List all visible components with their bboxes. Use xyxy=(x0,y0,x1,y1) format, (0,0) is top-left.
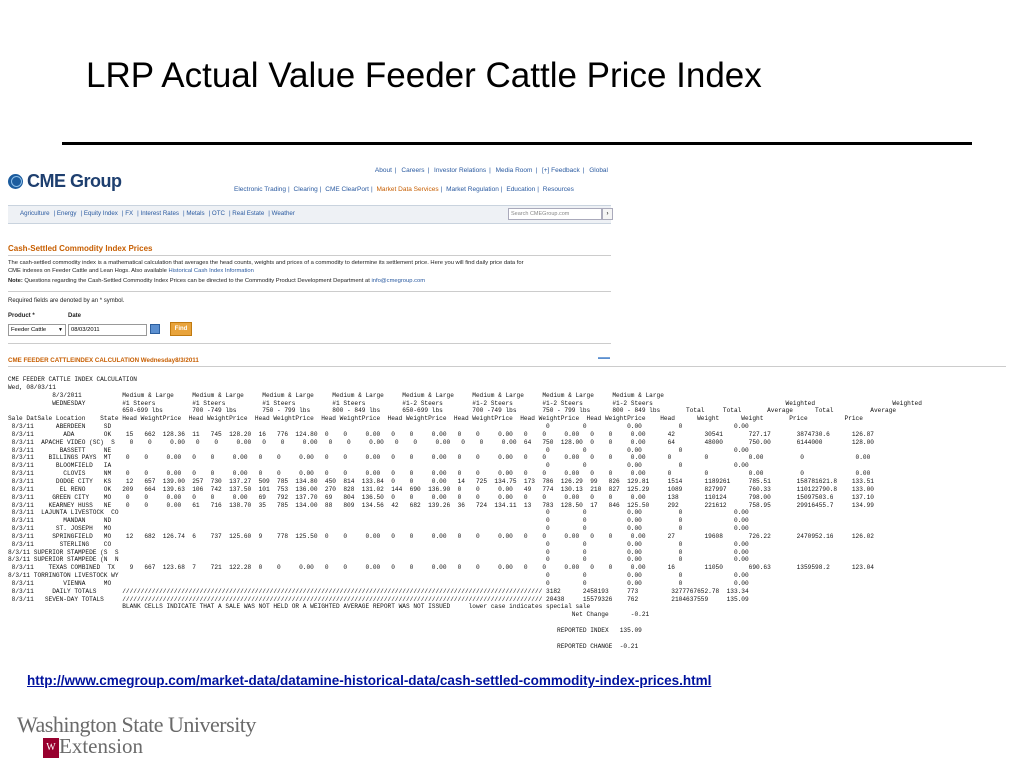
title-divider xyxy=(62,142,972,145)
note-label: Note: xyxy=(8,278,23,284)
sub-link-electronic[interactable]: Electronic Trading xyxy=(234,186,287,193)
slide-title: LRP Actual Value Feeder Cattle Price Ind… xyxy=(86,56,762,95)
main-nav: Agriculture | Energy | Equity Index | FX | I… xyxy=(8,205,613,224)
wsu-cougar-icon: W xyxy=(43,738,59,758)
cme-screenshot: CME Group About | Careers | Investor Relat… xyxy=(6,158,1006,663)
sub-link-clearing[interactable]: Clearing xyxy=(293,186,318,193)
index-report: CME FEEDER CATTLE INDEX CALCULATION Wed,… xyxy=(8,376,922,650)
wsu-logo-name: Washington State University xyxy=(17,712,256,737)
nav-interest-rates[interactable]: Interest Rates xyxy=(140,210,180,217)
cme-logo-text: CME Group xyxy=(27,171,122,191)
dropdown-arrow-icon: ▼ xyxy=(58,327,63,333)
nav-equity-index[interactable]: Equity Index xyxy=(83,210,118,217)
source-url-link[interactable]: http://www.cmegroup.com/market-data/data… xyxy=(27,673,712,688)
calc-heading: CME FEEDER CATTLEINDEX CALCULATION Wedne… xyxy=(8,357,199,364)
nav-energy[interactable]: Energy xyxy=(56,210,77,217)
top-link-feedback[interactable]: [+] Feedback xyxy=(541,167,580,174)
nav-metals[interactable]: Metals xyxy=(186,210,205,217)
print-icon[interactable]: ▬▬ xyxy=(598,355,610,361)
calc-divider xyxy=(8,366,1006,367)
sub-link-clearport[interactable]: CME ClearPort xyxy=(325,186,369,193)
search-go-button[interactable]: › xyxy=(602,208,613,220)
globe-icon xyxy=(8,174,23,189)
required-note: Required fields are denoted by an * symb… xyxy=(8,298,125,304)
form-divider-top xyxy=(8,291,611,292)
sub-link-education[interactable]: Education xyxy=(506,186,536,193)
description-line-1: The cash-settled commodity index is a ma… xyxy=(8,260,524,266)
top-links: About | Careers | Investor Relations | Medi… xyxy=(374,167,608,174)
date-input[interactable]: 08/03/2011 xyxy=(68,324,147,336)
nav-otc[interactable]: OTC xyxy=(211,210,225,217)
date-label: Date xyxy=(68,313,82,319)
top-link-global[interactable]: Global xyxy=(589,167,608,174)
description-text: CME indexes on Feeder Cattle and Lean Ho… xyxy=(8,268,169,274)
description-line-2: CME indexes on Feeder Cattle and Lean Ho… xyxy=(8,267,611,276)
wsu-logo-extension: Extension xyxy=(59,734,143,758)
calendar-icon[interactable] xyxy=(150,324,160,334)
top-link-investor[interactable]: Investor Relations xyxy=(434,167,487,174)
nav-agriculture[interactable]: Agriculture xyxy=(20,210,50,217)
nav-fx[interactable]: FX xyxy=(125,210,134,217)
wsu-logo: Washington State University W Extension xyxy=(17,712,256,758)
product-select[interactable]: Feeder Cattle ▼ xyxy=(8,324,66,336)
sub-link-market-data[interactable]: Market Data Services xyxy=(376,186,439,193)
find-button[interactable]: Find xyxy=(170,322,192,336)
nav-weather[interactable]: Weather xyxy=(271,210,295,217)
product-value: Feeder Cattle xyxy=(11,327,47,333)
top-link-about[interactable]: About xyxy=(374,167,392,174)
historical-link[interactable]: Historical Cash Index Information xyxy=(168,268,254,274)
top-link-careers[interactable]: Careers xyxy=(401,167,425,174)
sub-links: Electronic Trading | Clearing | CME ClearP… xyxy=(234,186,574,193)
note-text: Questions regarding the Cash-Settled Com… xyxy=(22,278,372,284)
heading-divider xyxy=(8,255,611,256)
cme-logo[interactable]: CME Group xyxy=(8,171,122,192)
sub-link-resources[interactable]: Resources xyxy=(542,186,574,193)
form-divider-bottom xyxy=(8,343,611,344)
nav-real-estate[interactable]: Real Estate xyxy=(232,210,265,217)
sub-link-regulation[interactable]: Market Regulation xyxy=(446,186,499,193)
note-line: Note: Questions regarding the Cash-Settl… xyxy=(8,277,611,286)
product-label: Product * xyxy=(8,313,35,319)
page-heading: Cash-Settled Commodity Index Prices xyxy=(8,244,153,253)
search-input[interactable]: Search CMEGroup.com xyxy=(508,208,602,220)
email-link[interactable]: info@cmegroup.com xyxy=(371,278,426,284)
top-link-media[interactable]: Media Room xyxy=(495,167,533,174)
